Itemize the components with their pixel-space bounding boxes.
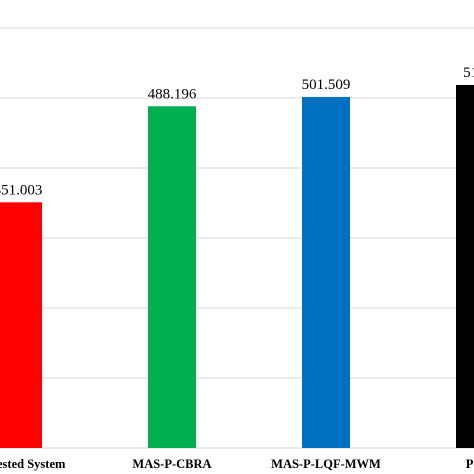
data-label: 518.6 (463, 65, 474, 81)
data-label: 351.003 (0, 182, 42, 198)
data-label: 488.196 (148, 86, 197, 102)
bar (0, 202, 42, 448)
x-tick-label: Suggested System (0, 457, 66, 471)
bar (302, 96, 350, 449)
x-tick-label: P-OS (466, 457, 474, 471)
data-label: 501.509 (302, 77, 351, 93)
bar (148, 106, 196, 448)
bar (456, 84, 474, 448)
x-tick-label: MAS-P-CBRA (132, 457, 211, 471)
x-tick-label: MAS-P-LQF-MWM (271, 457, 381, 471)
